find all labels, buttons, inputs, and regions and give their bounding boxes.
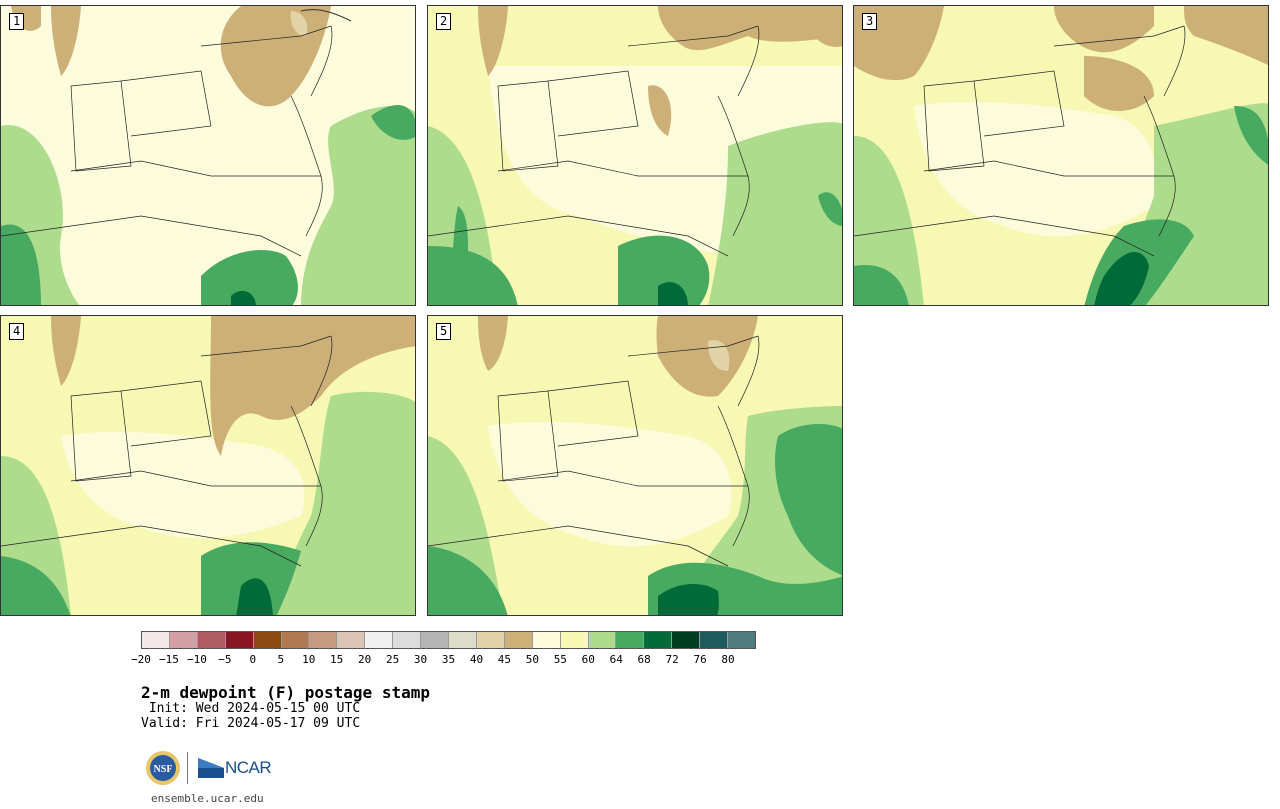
colorbar-tick-label: 10 <box>302 653 316 666</box>
dewpoint-map <box>428 316 842 615</box>
colorbar-cell <box>504 632 533 648</box>
colorbar-tick-label: 80 <box>721 653 735 666</box>
colorbar-cell <box>337 632 366 648</box>
init-time: Init: Wed 2024-05-15 00 UTC <box>141 701 361 716</box>
member-number-label: 4 <box>9 323 25 340</box>
colorbar-cell <box>672 632 701 648</box>
colorbar-tick-label: 5 <box>277 653 285 666</box>
colorbar-cell <box>393 632 422 648</box>
colorbar-cell <box>169 632 198 648</box>
colorbar-cell <box>365 632 394 648</box>
dewpoint-colorbar <box>141 631 756 649</box>
colorbar-tick-label: 0 <box>249 653 257 666</box>
colorbar-tick-label: 60 <box>581 653 595 666</box>
sponsor-logos: NSF NCAR <box>143 748 283 788</box>
colorbar-cell <box>644 632 673 648</box>
colorbar-cell <box>142 632 170 648</box>
colorbar-tick-label: −20 <box>131 653 151 666</box>
colorbar-cell <box>588 632 617 648</box>
colorbar-cell <box>197 632 226 648</box>
colorbar-tick-label: 72 <box>665 653 679 666</box>
valid-time: Valid: Fri 2024-05-17 09 UTC <box>141 716 361 731</box>
colorbar-tick-label: 40 <box>469 653 484 666</box>
colorbar-cell <box>421 632 449 648</box>
dewpoint-map <box>1 316 415 615</box>
colorbar-tick-label: 25 <box>385 653 400 666</box>
colorbar-tick-label: 20 <box>358 653 372 666</box>
colorbar-cell <box>476 632 505 648</box>
member-number-label: 2 <box>436 13 452 30</box>
colorbar-tick-label: 50 <box>525 653 539 666</box>
colorbar-tick-label: 35 <box>441 653 456 666</box>
plot-title: 2-m dewpoint (F) postage stamp <box>141 683 430 702</box>
ncar-logo-icon <box>198 758 224 778</box>
colorbar-tick-label: 76 <box>693 653 707 666</box>
colorbar-cell <box>532 632 561 648</box>
footer-url[interactable]: ensemble.ucar.edu <box>151 792 264 805</box>
member-number-label: 1 <box>9 13 25 30</box>
ensemble-member-map-1: 1 <box>0 5 416 306</box>
member-number-label: 3 <box>862 13 878 30</box>
nsf-logo-icon: NSF <box>146 751 180 785</box>
colorbar-tick-labels: −20 −15 −10 −5 0 5 10 15 20 25 30 35 40 45 50 55 60 64 68 7… <box>131 653 756 667</box>
colorbar-tick-label: 64 <box>609 653 623 666</box>
colorbar-tick-label: 30 <box>413 653 428 666</box>
ensemble-member-map-5: 5 <box>427 315 843 616</box>
colorbar-tick-label: 45 <box>497 653 512 666</box>
colorbar-cell <box>281 632 310 648</box>
colorbar-tick-label: −15 <box>159 653 179 666</box>
dewpoint-map <box>428 6 842 305</box>
colorbar-cell <box>448 632 477 648</box>
colorbar-cell <box>560 632 589 648</box>
dewpoint-map <box>1 6 415 305</box>
colorbar-cell <box>728 632 755 648</box>
colorbar-cell <box>309 632 338 648</box>
colorbar-tick-label: −10 <box>186 653 207 666</box>
member-number-label: 5 <box>436 323 452 340</box>
colorbar-cell <box>616 632 645 648</box>
logo-divider <box>187 752 188 784</box>
colorbar-cell <box>700 632 729 648</box>
ncar-logo-text: NCAR <box>225 758 272 777</box>
colorbar-tick-label: 55 <box>553 653 567 666</box>
svg-text:NSF: NSF <box>154 764 173 775</box>
colorbar-tick-label: −5 <box>218 653 232 666</box>
dewpoint-map <box>854 6 1268 305</box>
colorbar-tick-label: 68 <box>637 653 651 666</box>
ensemble-member-map-3: 3 <box>853 5 1269 306</box>
ensemble-member-map-4: 4 <box>0 315 416 616</box>
ensemble-member-map-2: 2 <box>427 5 843 306</box>
colorbar-cell <box>225 632 254 648</box>
colorbar-cell <box>253 632 282 648</box>
colorbar-tick-label: 15 <box>330 653 344 666</box>
